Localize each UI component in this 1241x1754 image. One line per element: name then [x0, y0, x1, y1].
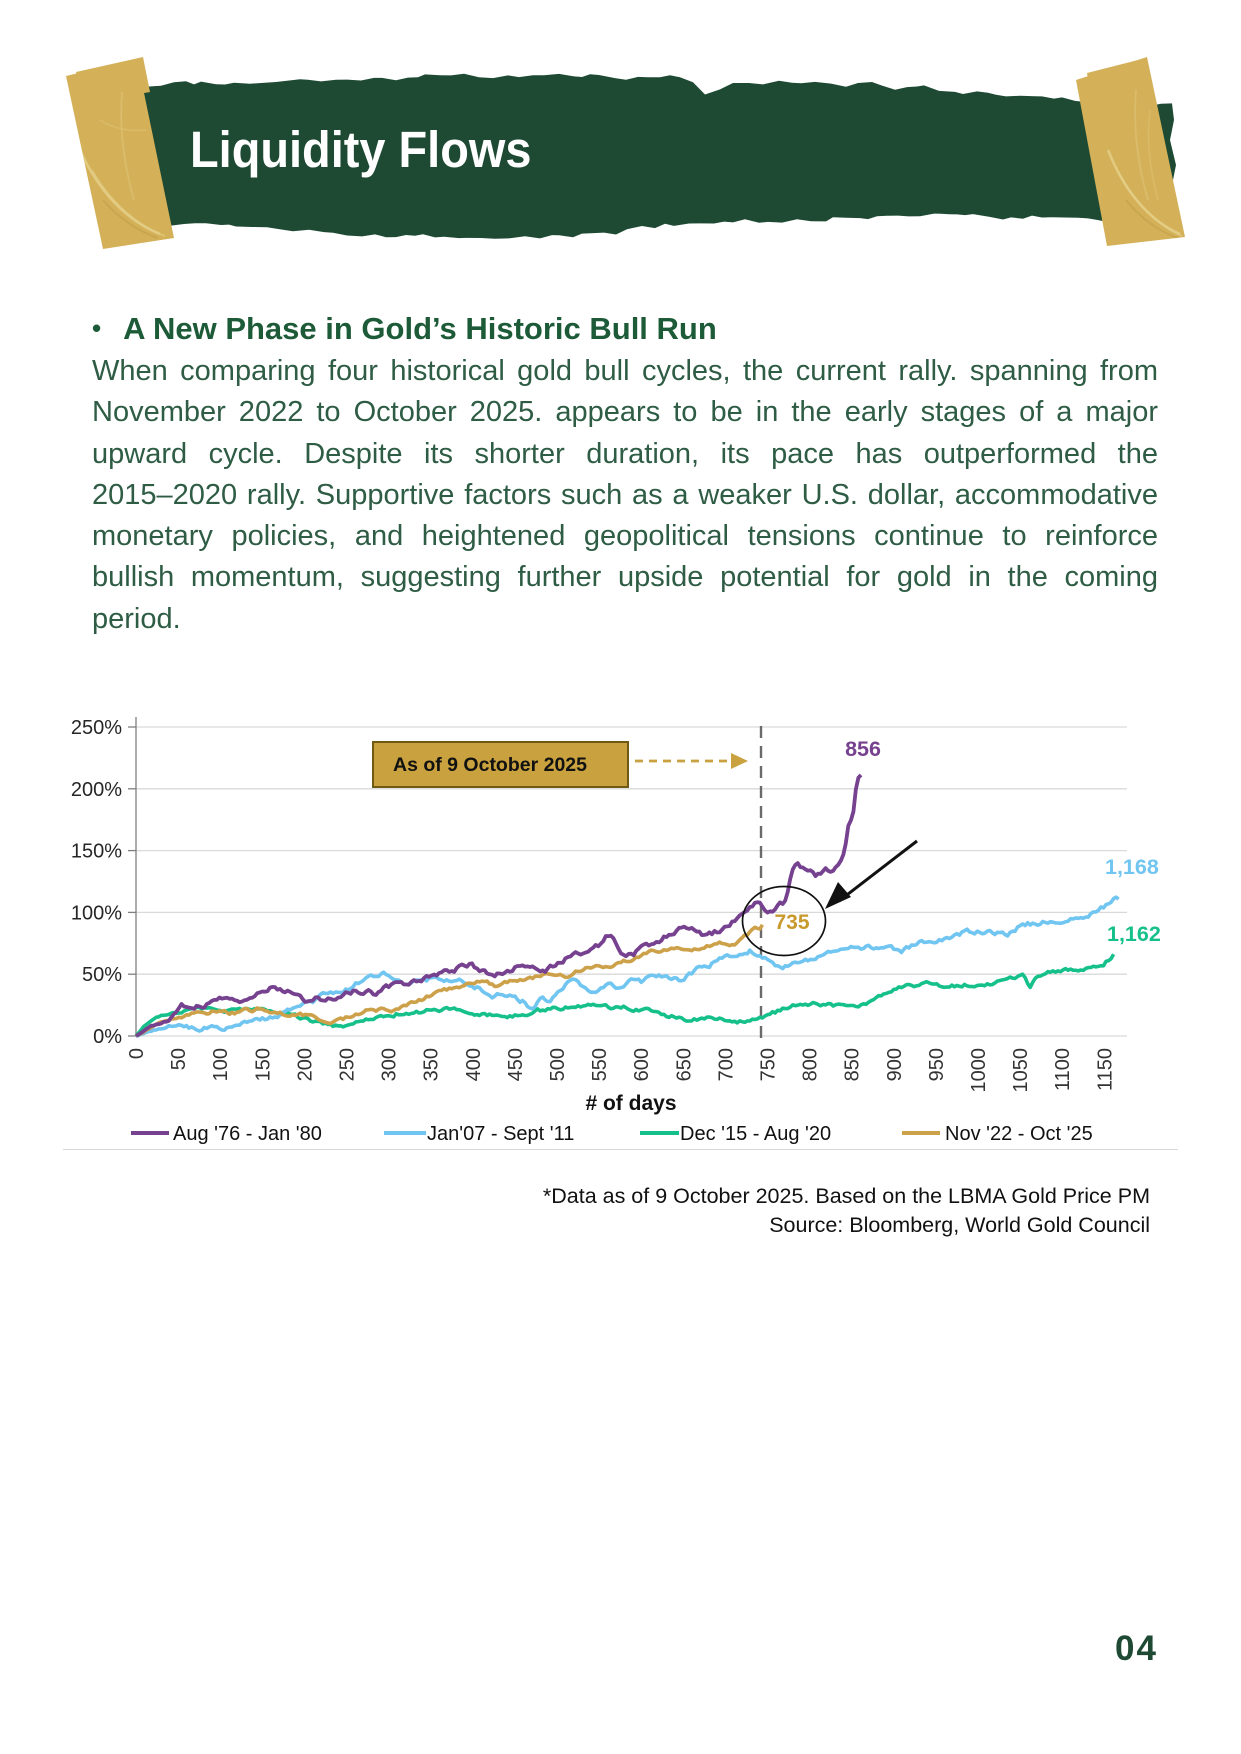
svg-text:856: 856: [845, 737, 881, 761]
svg-text:300: 300: [379, 1048, 401, 1081]
svg-text:700: 700: [715, 1048, 737, 1081]
svg-text:50%: 50%: [82, 964, 122, 986]
svg-text:600: 600: [631, 1048, 653, 1081]
svg-text:Jan'07 - Sept '11: Jan'07 - Sept '11: [427, 1123, 574, 1145]
svg-text:1150: 1150: [1094, 1048, 1116, 1091]
svg-text:100%: 100%: [71, 902, 122, 924]
svg-text:950: 950: [926, 1048, 948, 1081]
svg-text:# of days: # of days: [585, 1092, 676, 1115]
svg-text:Nov '22 - Oct '25: Nov '22 - Oct '25: [945, 1123, 1093, 1145]
svg-text:550: 550: [589, 1048, 611, 1081]
svg-text:850: 850: [842, 1048, 864, 1081]
svg-text:350: 350: [421, 1048, 443, 1081]
svg-text:200%: 200%: [71, 779, 122, 801]
svg-text:250: 250: [337, 1048, 359, 1081]
svg-text:450: 450: [505, 1048, 527, 1081]
svg-text:800: 800: [800, 1048, 822, 1081]
svg-text:1,168: 1,168: [1105, 855, 1159, 879]
svg-text:250%: 250%: [71, 717, 122, 739]
svg-text:500: 500: [547, 1048, 569, 1081]
svg-text:750: 750: [758, 1048, 780, 1081]
svg-text:650: 650: [673, 1048, 695, 1081]
svg-text:1050: 1050: [1010, 1048, 1032, 1093]
svg-text:1000: 1000: [968, 1048, 990, 1093]
svg-text:150: 150: [252, 1048, 274, 1081]
svg-text:100: 100: [210, 1048, 232, 1081]
svg-text:50: 50: [168, 1048, 190, 1070]
svg-text:0%: 0%: [93, 1026, 122, 1048]
svg-text:1100: 1100: [1052, 1048, 1074, 1091]
svg-text:1,162: 1,162: [1107, 922, 1161, 946]
svg-text:150%: 150%: [71, 841, 122, 863]
svg-text:Aug '76 - Jan '80: Aug '76 - Jan '80: [173, 1123, 322, 1145]
svg-text:400: 400: [463, 1048, 485, 1081]
svg-text:735: 735: [774, 911, 809, 934]
svg-text:0: 0: [126, 1048, 148, 1059]
svg-text:As of 9 October 2025: As of 9 October 2025: [393, 754, 587, 776]
svg-text:900: 900: [884, 1048, 906, 1081]
svg-text:Dec '15 - Aug '20: Dec '15 - Aug '20: [680, 1123, 831, 1145]
svg-text:200: 200: [294, 1048, 316, 1081]
